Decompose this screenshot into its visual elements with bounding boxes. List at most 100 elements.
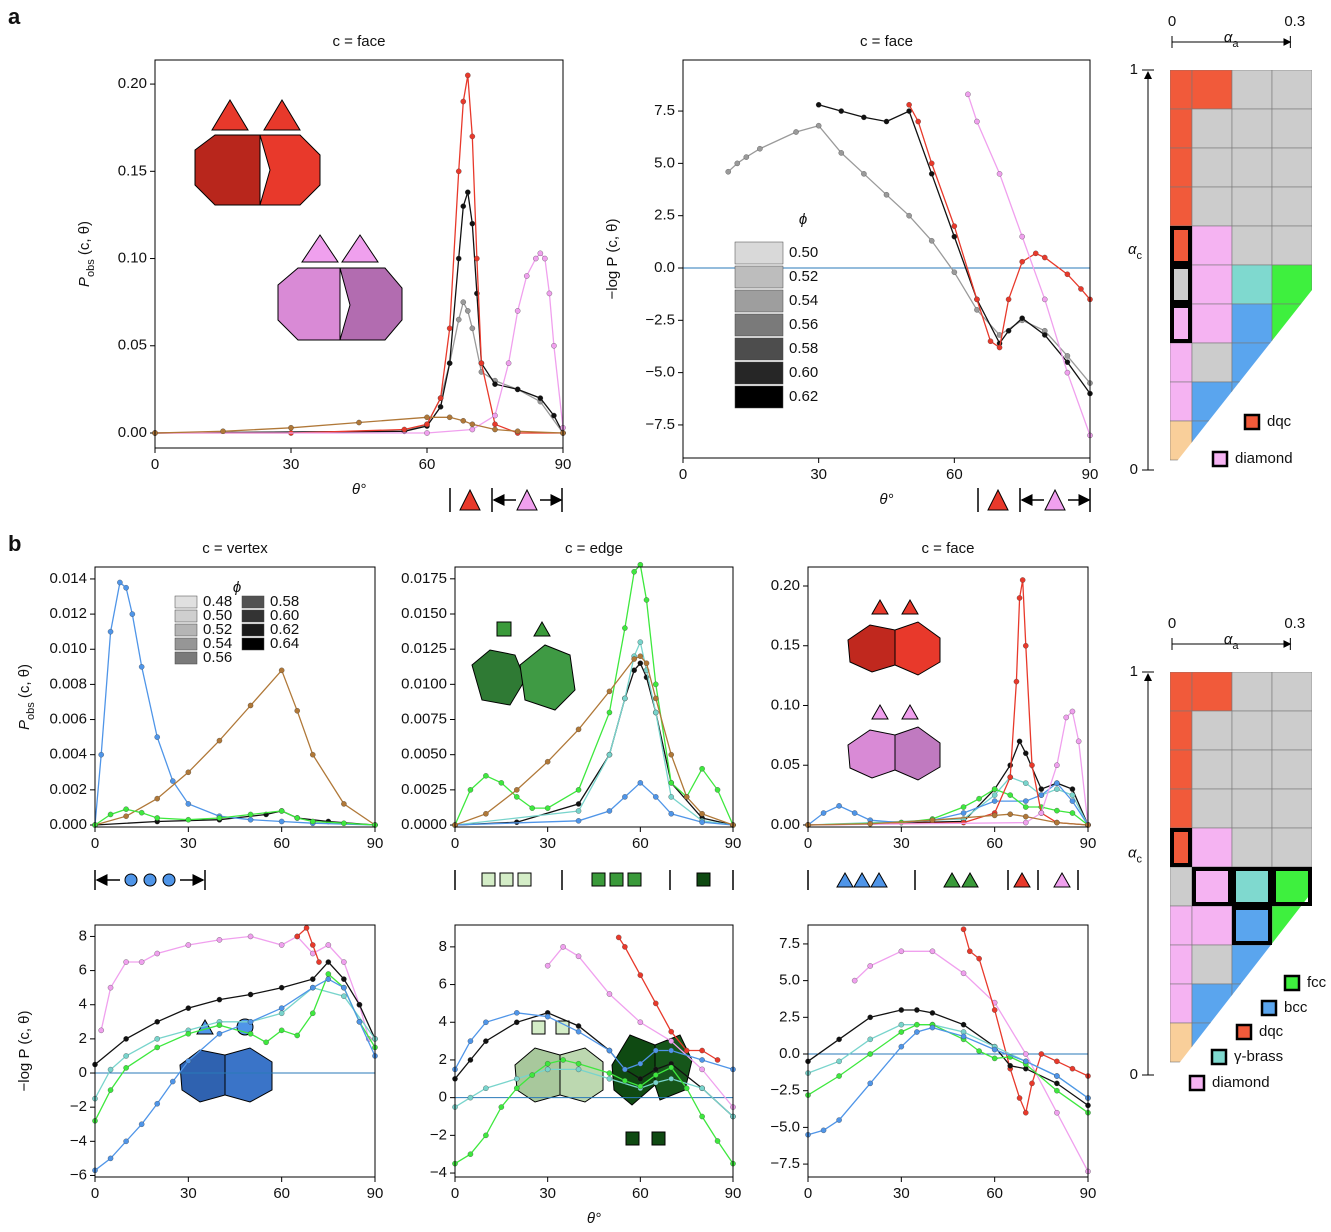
data-point: [861, 115, 866, 120]
x-axis-label: αa: [1224, 631, 1240, 652]
data-point: [653, 1072, 658, 1077]
data-point: [438, 396, 443, 401]
data-point: [1029, 1081, 1034, 1086]
data-point: [638, 640, 643, 645]
phase-cell: [1272, 906, 1312, 945]
y-tick-label: 5.0: [654, 154, 675, 171]
y-tick-label: 2: [79, 1030, 87, 1047]
phase-cell: [1232, 148, 1272, 187]
x-tick-label: 0: [91, 835, 99, 852]
data-point: [1039, 792, 1044, 797]
data-point: [1008, 812, 1013, 817]
data-point: [310, 985, 315, 990]
x-tick-label: 60: [273, 1185, 290, 1202]
data-point: [899, 949, 904, 954]
data-point: [310, 1011, 315, 1016]
data-point: [155, 1101, 160, 1106]
phase-cell: [1272, 109, 1312, 148]
data-point: [1054, 781, 1059, 786]
chart-title: c = edge: [565, 540, 623, 557]
data-point: [1023, 1110, 1028, 1115]
data-point: [424, 415, 429, 420]
x-axis-label: αa: [1224, 29, 1240, 50]
data-point: [514, 1076, 519, 1081]
data-point: [653, 1001, 658, 1006]
y-tick-label: −4: [430, 1164, 447, 1181]
x-axis-label-part: a: [1232, 38, 1239, 50]
y-tick-label: 0.0000: [401, 816, 447, 833]
x-tick-label: 0: [451, 835, 459, 852]
data-point: [139, 959, 144, 964]
data-point: [424, 430, 429, 435]
data-point: [357, 1002, 362, 1007]
x-tick-label: 30: [180, 835, 197, 852]
phase-cell: [1170, 343, 1192, 382]
data-point: [474, 256, 479, 261]
data-point: [929, 161, 934, 166]
data-point: [669, 752, 674, 757]
data-point: [961, 804, 966, 809]
x-tick-label: 90: [367, 1185, 384, 1202]
x-tick-label: 30: [283, 456, 300, 473]
data-point: [310, 819, 315, 824]
data-point: [461, 99, 466, 104]
data-point: [638, 661, 643, 666]
data-point: [170, 1079, 175, 1084]
data-point: [316, 959, 321, 964]
x-tick-label: 90: [1080, 835, 1097, 852]
y-tick-label: 0.0100: [401, 675, 447, 692]
data-point: [653, 1067, 658, 1072]
phase-cell: [1272, 148, 1312, 187]
phase-cell: [1232, 70, 1272, 109]
data-point: [967, 949, 972, 954]
y-tick-label: 0.0: [654, 259, 675, 276]
data-point: [341, 977, 346, 982]
data-point: [638, 654, 643, 659]
x-tick-label: 0: [91, 1185, 99, 1202]
data-point: [726, 169, 731, 174]
phase-cell: [1192, 70, 1232, 109]
x-axis-label: θ°: [879, 491, 893, 508]
x-tick-label: 0: [451, 1185, 459, 1202]
data-point: [576, 818, 581, 823]
y-tick-label: 0.000: [49, 816, 87, 833]
data-point: [715, 1138, 720, 1143]
data-point: [470, 326, 475, 331]
data-point: [186, 770, 191, 775]
data-point: [326, 959, 331, 964]
icons: [95, 100, 1090, 1145]
data-point: [1070, 810, 1075, 815]
data-point: [108, 629, 113, 634]
data-point: [992, 813, 997, 818]
data-point: [117, 580, 122, 585]
y-tick-label: 0.0125: [401, 640, 447, 657]
phase-cell: [1272, 187, 1312, 226]
data-point: [124, 585, 129, 590]
data-point: [868, 963, 873, 968]
data-point: [424, 422, 429, 427]
phase-cell: [1170, 711, 1192, 750]
data-point: [837, 1059, 842, 1064]
data-point: [1070, 787, 1075, 792]
data-point: [1039, 787, 1044, 792]
y-tick-label: 0.15: [771, 637, 800, 654]
data-point: [1008, 775, 1013, 780]
data-point: [170, 778, 175, 783]
data-point: [108, 1087, 113, 1092]
data-point: [186, 942, 191, 947]
phase-cell: [1272, 867, 1312, 906]
phase-cell: [1232, 828, 1272, 867]
legend-swatch: [175, 638, 197, 650]
legend-swatch: [735, 266, 783, 288]
series-line: [297, 928, 319, 962]
data-point: [483, 1133, 488, 1138]
data-point: [279, 942, 284, 947]
data-point: [1020, 259, 1025, 264]
data-point: [483, 811, 488, 816]
legend-swatch: [735, 386, 783, 408]
series-line: [95, 670, 375, 825]
data-point: [217, 738, 222, 743]
data-point: [669, 1048, 674, 1053]
data-point: [217, 937, 222, 942]
phase-cell: [1232, 226, 1272, 265]
